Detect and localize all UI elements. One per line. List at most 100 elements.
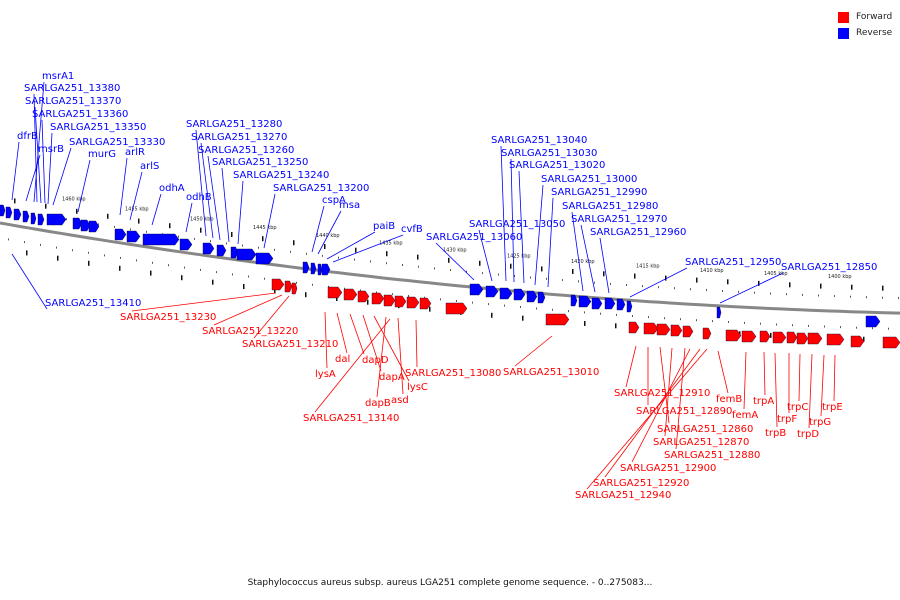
forward-leader-line	[798, 353, 801, 402]
forward-track-dot	[888, 327, 889, 330]
reverse-track-dot	[786, 293, 787, 296]
reverse-leader-line	[478, 229, 493, 282]
reverse-track-dot	[226, 242, 227, 245]
reverse-track-dot	[306, 252, 307, 255]
reverse-leader-line	[237, 180, 244, 245]
forward-gene-label: SARLGA251_12920	[593, 478, 689, 489]
forward-gene-feature	[882, 336, 900, 349]
reverse-track-dot	[386, 262, 387, 265]
forward-gene-feature	[725, 329, 742, 342]
reverse-track-dot	[690, 288, 691, 291]
forward-track-dot	[648, 316, 649, 319]
minor-tick-upper	[634, 273, 636, 279]
reverse-gene-label: SARLGA251_13410	[45, 298, 141, 309]
forward-track-dot	[488, 303, 489, 306]
reverse-swatch	[838, 27, 849, 39]
forward-gene-label: asd	[391, 395, 409, 406]
reverse-track-dot	[530, 276, 531, 279]
reverse-leader-line	[25, 154, 41, 202]
forward-track-dot	[600, 312, 601, 315]
reverse-gene-label: msrB	[38, 144, 64, 155]
legend: Forward Reverse	[838, 9, 892, 41]
reverse-gene-feature	[537, 291, 546, 304]
reverse-gene-feature	[865, 315, 881, 328]
forward-gene-feature	[327, 286, 343, 299]
reverse-leader-line	[195, 129, 207, 237]
minor-tick-upper	[696, 277, 698, 283]
reverse-track-dot	[194, 237, 195, 240]
reverse-track-dot	[706, 289, 707, 292]
reverse-track-dot	[754, 291, 755, 294]
minor-tick-lower	[584, 321, 586, 326]
scale-tick-label: 1455 kbp	[125, 207, 149, 213]
reverse-leader-line	[151, 193, 162, 226]
forward-gene-label: lysA	[315, 369, 336, 380]
forward-gene-label: lysC	[407, 382, 428, 393]
reverse-gene-label: SARLGA251_13050	[469, 219, 565, 230]
reverse-track-dot	[242, 244, 243, 247]
forward-track-dot	[760, 322, 761, 325]
minor-tick-upper	[727, 279, 729, 285]
minor-tick-upper	[107, 213, 109, 219]
minor-tick-upper	[665, 275, 667, 281]
forward-leader-line	[253, 295, 290, 339]
reverse-leader-line	[33, 81, 45, 203]
forward-track-dot	[88, 251, 89, 254]
reverse-leader-line	[571, 211, 584, 292]
forward-leader-line	[397, 317, 404, 395]
forward-gene-feature	[796, 332, 809, 345]
reverse-track-dot	[146, 230, 147, 233]
minor-tick-upper	[200, 227, 202, 233]
reverse-track-dot	[514, 275, 515, 277]
forward-gene-feature	[371, 292, 385, 305]
reverse-gene-feature	[46, 213, 67, 226]
forward-track-dot	[296, 281, 297, 284]
reverse-gene-feature	[114, 228, 127, 241]
reverse-track-dot	[866, 296, 867, 299]
forward-leader-line	[774, 352, 778, 428]
reverse-leader-line	[510, 158, 515, 283]
forward-gene-feature	[759, 330, 771, 343]
minor-tick-upper	[789, 282, 791, 288]
reverse-gene-label: SARLGA251_13040	[491, 135, 587, 146]
reverse-track-dot	[290, 250, 291, 253]
forward-gene-label: femA	[732, 410, 758, 421]
minor-tick-lower	[150, 270, 152, 276]
reverse-gene-feature	[126, 230, 141, 243]
forward-gene-feature	[545, 313, 570, 326]
scale-tick-label: 1415 kbp	[636, 264, 660, 270]
reverse-gene-label: SARLGA251_13280	[186, 119, 282, 130]
forward-leader-line	[514, 335, 553, 367]
forward-track-dot	[424, 296, 425, 299]
forward-gene-feature	[383, 294, 396, 307]
minor-tick-upper	[324, 244, 326, 249]
reverse-leader-line	[11, 141, 20, 201]
forward-gene-feature	[670, 324, 683, 337]
forward-track-dot	[184, 266, 185, 269]
reverse-leader-line	[185, 202, 193, 233]
minor-tick-upper	[231, 232, 233, 237]
forward-track-dot	[872, 327, 873, 330]
minor-tick-lower	[305, 292, 307, 298]
reverse-gene-feature	[716, 306, 722, 319]
forward-leader-line	[373, 315, 410, 382]
forward-track-dot	[552, 308, 553, 311]
reverse-gene-feature	[255, 252, 274, 265]
forward-track-dot	[616, 313, 617, 316]
reverse-leader-line	[41, 119, 46, 204]
forward-track-dot	[168, 264, 169, 267]
reverse-track-dot	[402, 264, 403, 266]
reverse-gene-feature	[485, 285, 499, 298]
reverse-track-dot	[274, 248, 275, 251]
reverse-gene-label: msa	[339, 200, 360, 211]
reverse-leader-line	[580, 224, 596, 293]
reverse-gene-label: cspA	[322, 195, 346, 206]
reverse-track-dot	[370, 260, 371, 263]
forward-gene-label: SARLGA251_12860	[657, 424, 753, 435]
minor-tick-upper	[417, 254, 419, 260]
forward-track-dot	[152, 261, 153, 264]
forward-track-dot	[232, 273, 233, 276]
scale-tick-label: 1410 kbp	[700, 268, 724, 274]
minor-tick-lower	[181, 275, 183, 281]
reverse-leader-line	[11, 253, 48, 310]
